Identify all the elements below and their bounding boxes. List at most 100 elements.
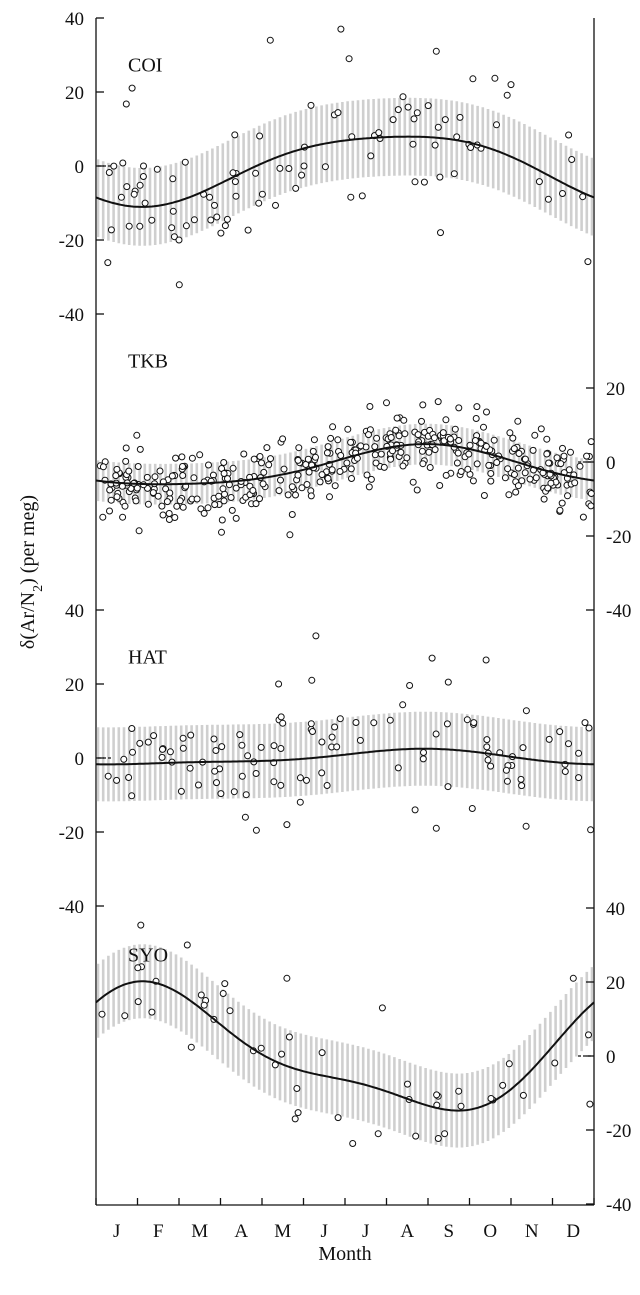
observation-point	[149, 489, 157, 497]
observation-point	[139, 173, 147, 180]
observation-point	[150, 732, 158, 740]
observation-point	[483, 743, 491, 751]
x-axis-title: Month	[318, 1243, 371, 1265]
observation-point	[412, 1132, 420, 1140]
observation-point	[148, 216, 156, 224]
observation-point	[424, 102, 432, 110]
observation-point	[444, 678, 452, 686]
observation-point	[122, 444, 130, 452]
seasonal-fit-line	[95, 135, 595, 208]
observation-point	[163, 498, 171, 506]
observation-point	[128, 725, 136, 732]
seasonal-fit-line	[96, 747, 595, 766]
observation-point	[296, 798, 304, 806]
observation-point	[328, 733, 336, 741]
observation-point	[367, 152, 375, 160]
observation-point	[324, 443, 332, 451]
observation-point	[257, 743, 265, 751]
observation-point	[507, 81, 515, 89]
observation-point	[283, 974, 291, 982]
observation-point	[169, 175, 177, 183]
observation-point	[173, 502, 181, 510]
observation-point	[419, 755, 427, 763]
observation-point	[463, 716, 471, 724]
observation-point	[363, 471, 371, 479]
observation-point	[347, 465, 355, 473]
observation-point	[221, 980, 229, 988]
observation-point	[309, 728, 316, 735]
observation-point	[270, 778, 278, 786]
observation-point	[132, 497, 140, 505]
observation-point	[337, 452, 345, 459]
observation-point	[532, 474, 540, 482]
y-tick-label: 40	[65, 9, 84, 30]
observation-point	[179, 744, 187, 752]
observation-point	[348, 475, 355, 482]
observation-point	[569, 974, 577, 982]
observation-point	[252, 770, 260, 777]
observation-point	[244, 226, 252, 234]
observation-point	[140, 162, 147, 170]
observation-point	[112, 472, 120, 480]
observation-point	[418, 417, 425, 425]
observation-point	[295, 444, 303, 452]
observation-point	[499, 1081, 507, 1089]
observation-point	[420, 749, 427, 756]
observation-point	[413, 486, 421, 494]
observation-point	[559, 190, 566, 197]
observation-point	[334, 1114, 342, 1122]
y-tick-label: 20	[65, 675, 84, 696]
observation-point	[515, 450, 523, 457]
observation-point	[587, 502, 595, 510]
seasonal-fit-line	[95, 443, 595, 486]
observation-point	[411, 178, 419, 186]
observation-point	[294, 1109, 302, 1117]
observation-point	[220, 497, 228, 505]
observation-point	[509, 434, 517, 442]
observation-point	[169, 207, 177, 215]
observation-point	[136, 445, 144, 453]
observation-point	[258, 459, 265, 467]
month-tick-label: F	[153, 1221, 164, 1242]
observation-point	[121, 502, 129, 510]
observation-point	[257, 1044, 265, 1052]
y-tick-label: 0	[606, 1047, 616, 1068]
y-tick-label: -40	[606, 601, 631, 622]
observation-point	[303, 776, 310, 784]
observation-point	[401, 430, 409, 438]
observation-point	[521, 469, 529, 477]
observation-point	[213, 779, 220, 787]
observation-point	[358, 192, 366, 200]
observation-point	[553, 454, 561, 462]
y-tick-label: 20	[606, 379, 625, 400]
month-tick-label: M	[274, 1221, 291, 1242]
observation-point	[229, 464, 237, 472]
seasonal-fit-line	[95, 980, 595, 1112]
uncertainty-band	[96, 97, 594, 246]
observation-point	[487, 477, 495, 485]
observation-point	[231, 131, 239, 139]
observation-point	[307, 720, 315, 728]
observation-point	[511, 471, 518, 478]
observation-point	[232, 192, 240, 200]
observation-point	[374, 1130, 382, 1138]
observation-point	[318, 471, 326, 479]
observation-point	[260, 468, 268, 476]
observation-point	[303, 481, 311, 488]
station-label: HAT	[128, 646, 167, 668]
observation-point	[104, 772, 112, 780]
observation-point	[218, 743, 226, 751]
observation-point	[399, 462, 407, 470]
observation-point	[531, 431, 539, 439]
observation-point	[430, 434, 438, 442]
observation-point	[181, 158, 189, 166]
observation-point	[175, 236, 183, 244]
observation-point	[104, 259, 112, 267]
observation-point	[279, 719, 287, 727]
observation-point	[456, 113, 464, 121]
observation-point	[256, 453, 264, 460]
observation-point	[286, 531, 294, 539]
observation-point	[107, 226, 115, 234]
month-tick-label: J	[362, 1221, 369, 1242]
observation-point	[292, 184, 300, 192]
